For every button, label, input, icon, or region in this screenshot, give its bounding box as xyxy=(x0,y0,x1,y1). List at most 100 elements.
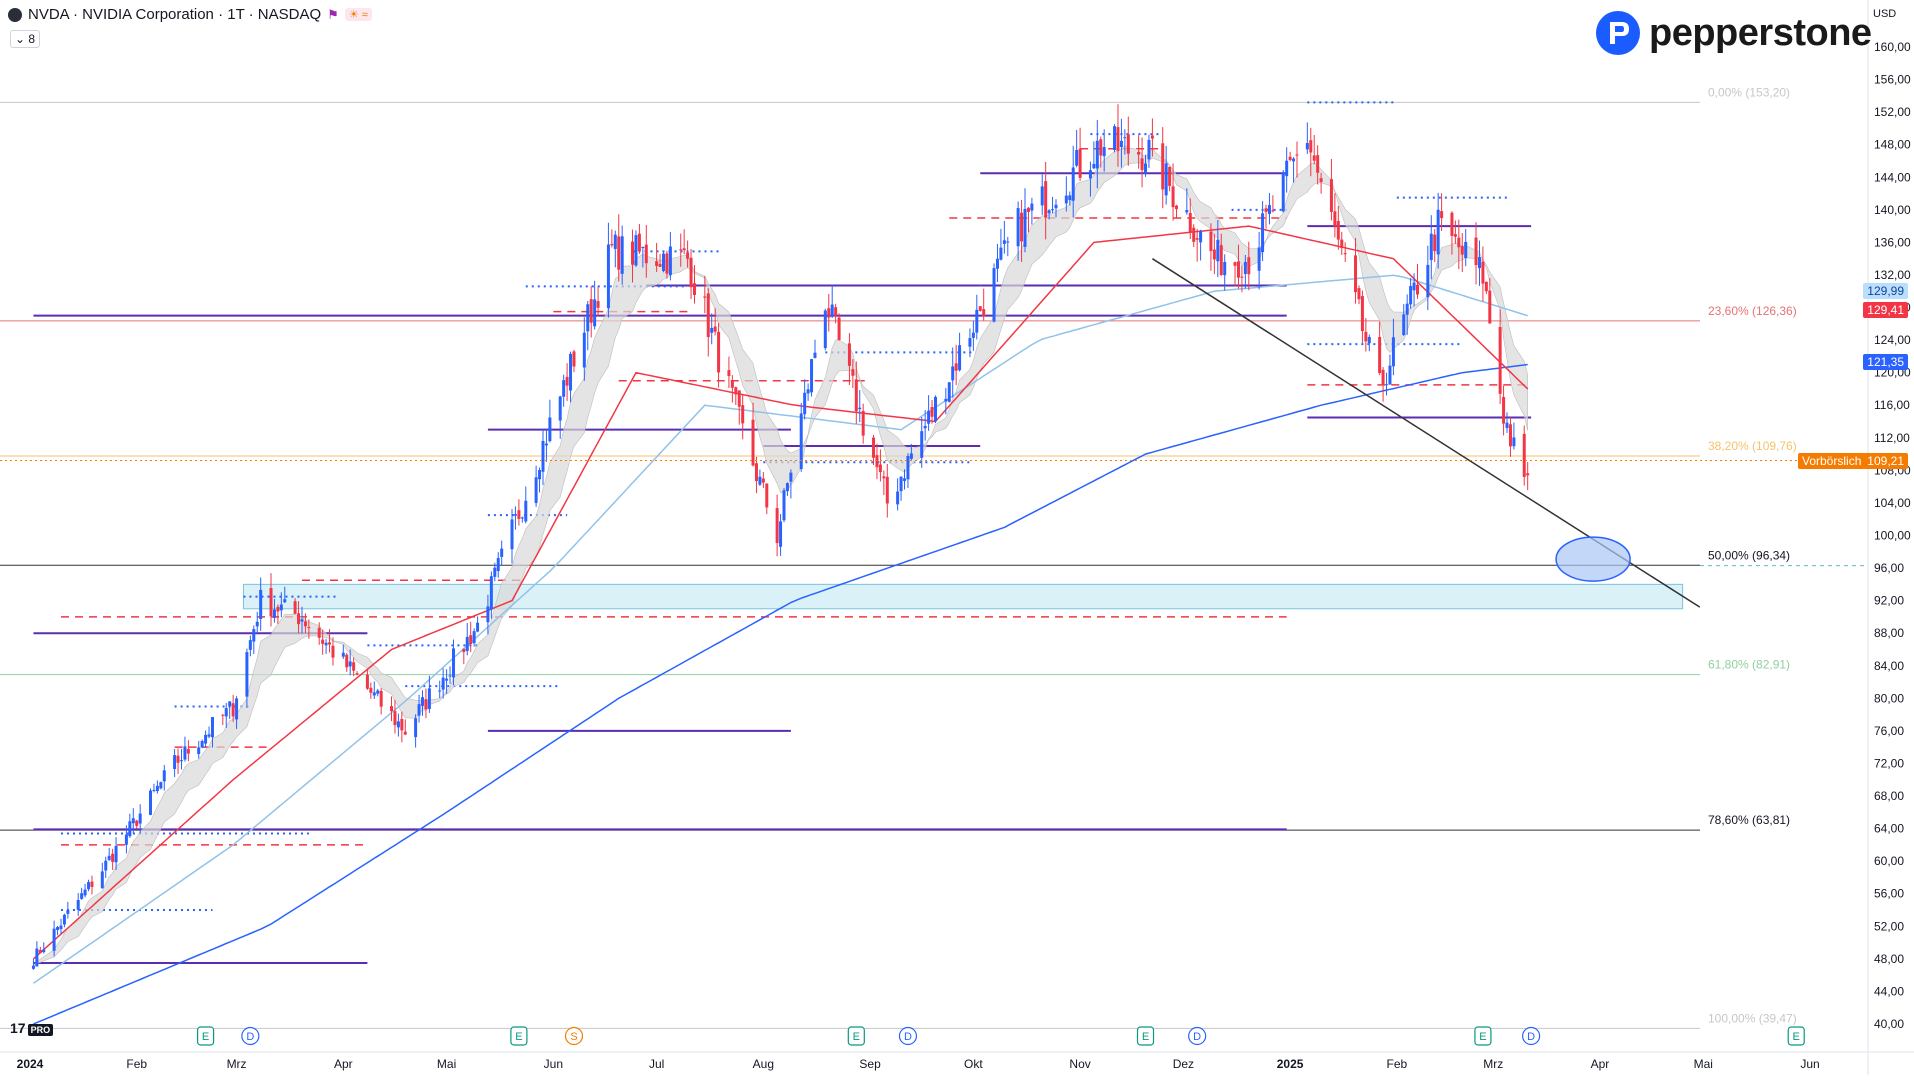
event-marker-e[interactable]: E xyxy=(1136,1026,1155,1046)
candle-body xyxy=(1391,337,1395,367)
candle-231 xyxy=(1144,154,1148,177)
candle-body xyxy=(703,296,707,298)
fib-label-2: 38,20% (109,76) xyxy=(1708,439,1797,453)
y-tick-label: 152,00 xyxy=(1874,105,1911,119)
candle-body xyxy=(107,855,111,860)
candle-body xyxy=(1223,261,1227,276)
support-zone xyxy=(242,583,1684,610)
event-marker-e[interactable]: E xyxy=(1787,1026,1805,1046)
candle-body xyxy=(331,645,335,658)
candle-4 xyxy=(52,920,56,957)
candle-103 xyxy=(524,486,528,524)
candle-body xyxy=(445,678,449,681)
candle-78 xyxy=(403,719,407,736)
candle-body xyxy=(365,674,369,689)
candle-297 xyxy=(1460,233,1464,273)
candle-309 xyxy=(1522,425,1526,486)
candle-body xyxy=(613,234,617,249)
candle-body xyxy=(1261,213,1265,253)
candle-218 xyxy=(1078,127,1082,181)
candle-body xyxy=(1522,433,1526,477)
candle-body xyxy=(610,243,614,246)
candle-body xyxy=(620,236,624,274)
event-marker-e[interactable]: E xyxy=(1474,1026,1492,1046)
x-tick-label: Mai xyxy=(1694,1057,1713,1071)
candle-body xyxy=(269,587,273,617)
candle-body xyxy=(1498,326,1502,394)
candle-body xyxy=(1144,163,1148,174)
chevron-icon: ⌄ xyxy=(15,32,26,46)
candle-228 xyxy=(1126,116,1130,166)
candle-114 xyxy=(582,317,586,381)
candle-89 xyxy=(462,648,466,665)
event-marker-d[interactable]: D xyxy=(241,1026,260,1046)
candle-104 xyxy=(534,465,538,507)
candle-37 xyxy=(207,726,211,739)
candle-body xyxy=(679,249,683,251)
candle-body xyxy=(221,714,225,716)
candle-body xyxy=(1164,163,1168,196)
candle-177 xyxy=(882,470,886,495)
candle-138 xyxy=(692,265,696,304)
event-marker-e[interactable]: E xyxy=(510,1026,528,1046)
candle-133 xyxy=(668,232,672,281)
candle-253 xyxy=(1247,241,1251,291)
candle-body xyxy=(414,718,418,738)
event-marker-d[interactable]: D xyxy=(898,1026,918,1046)
candle-115 xyxy=(586,300,590,351)
candle-body xyxy=(1460,246,1464,255)
event-letter: S xyxy=(570,1031,577,1043)
candle-body xyxy=(272,609,276,618)
candle-body xyxy=(1051,209,1055,211)
candle-267 xyxy=(1316,145,1320,185)
currency-label[interactable]: USD xyxy=(1873,8,1897,20)
candle-body xyxy=(87,882,91,890)
event-marker-e[interactable]: E xyxy=(847,1026,865,1046)
candle-body xyxy=(1140,158,1144,171)
candle-86 xyxy=(445,669,449,694)
candle-body xyxy=(899,476,903,492)
candle-202 xyxy=(1002,220,1006,254)
candle-body xyxy=(1484,281,1488,292)
candle-269 xyxy=(1329,158,1333,221)
candle-97 xyxy=(496,552,500,578)
candle-body xyxy=(572,351,576,367)
event-letter: E xyxy=(202,1031,209,1043)
candle-250 xyxy=(1236,244,1240,289)
y-tick-label: 96,00 xyxy=(1874,561,1904,575)
event-letter: E xyxy=(1479,1031,1486,1043)
candle-body xyxy=(617,236,621,270)
candle-192 xyxy=(954,344,958,386)
candle-body xyxy=(1126,134,1130,154)
candle-51 xyxy=(276,604,280,624)
candle-body xyxy=(1054,204,1058,209)
candle-173 xyxy=(861,403,865,444)
candle-212 xyxy=(1051,196,1055,214)
candle-body xyxy=(1233,262,1237,266)
event-marker-d[interactable]: D xyxy=(1188,1026,1207,1046)
candle-body xyxy=(328,642,332,645)
candle-143 xyxy=(717,322,721,388)
candle-body xyxy=(1174,205,1178,210)
event-marker-d[interactable]: D xyxy=(1522,1026,1541,1046)
session-icon[interactable]: ☀ ≈ xyxy=(344,8,372,21)
candle-body xyxy=(544,443,548,446)
candle-140 xyxy=(706,288,710,357)
candle-263 xyxy=(1295,141,1299,178)
event-marker-e[interactable]: E xyxy=(196,1026,215,1046)
candle-body xyxy=(159,782,163,789)
candle-59 xyxy=(317,622,321,645)
indicator-toggle[interactable]: ⌄ 8 xyxy=(10,30,41,48)
candle-225 xyxy=(1116,104,1120,167)
candle-body xyxy=(668,246,672,276)
candle-body xyxy=(1426,264,1430,298)
candle-246 xyxy=(1216,220,1220,278)
candle-235 xyxy=(1164,145,1168,205)
candle-body xyxy=(847,343,851,366)
candle-13 xyxy=(90,875,94,895)
event-marker-s[interactable]: S xyxy=(564,1026,584,1046)
symbol-title[interactable]: NVDA · NVIDIA Corporation · 1T · NASDAQ xyxy=(28,6,322,23)
candle-body xyxy=(727,370,731,377)
